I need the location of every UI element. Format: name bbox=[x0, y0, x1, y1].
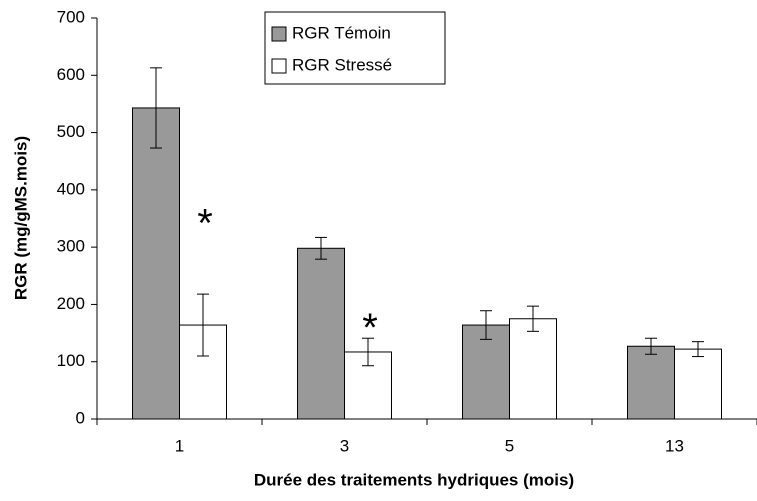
bar bbox=[509, 318, 557, 420]
y-tick-label: 0 bbox=[76, 408, 85, 427]
legend-swatch bbox=[271, 26, 287, 42]
legend-label: RGR Stressé bbox=[292, 55, 392, 74]
y-tick-label: 500 bbox=[57, 122, 85, 141]
significance-marker: * bbox=[197, 202, 213, 246]
x-axis-title: Durée des traitements hydriques (mois) bbox=[254, 470, 574, 489]
y-tick-label: 600 bbox=[57, 65, 85, 84]
y-tick-label: 200 bbox=[57, 294, 85, 313]
significance-marker: * bbox=[362, 306, 378, 350]
x-tick-label: 1 bbox=[175, 436, 184, 455]
bar bbox=[674, 348, 722, 420]
x-tick-label: 13 bbox=[665, 436, 684, 455]
y-axis-title: RGR (mg/gMS.mois) bbox=[11, 136, 30, 300]
legend-swatch bbox=[271, 58, 287, 74]
y-tick-label: 300 bbox=[57, 237, 85, 256]
y-tick-label: 700 bbox=[57, 7, 85, 26]
x-tick-label: 3 bbox=[340, 436, 349, 455]
bar bbox=[297, 247, 345, 420]
bar bbox=[132, 107, 180, 420]
bar bbox=[462, 324, 510, 420]
bar bbox=[627, 345, 675, 420]
y-tick-label: 400 bbox=[57, 179, 85, 198]
y-tick-label: 100 bbox=[57, 351, 85, 370]
legend-label: RGR Témoin bbox=[292, 23, 391, 42]
x-tick-label: 5 bbox=[505, 436, 514, 455]
legend bbox=[264, 11, 446, 85]
